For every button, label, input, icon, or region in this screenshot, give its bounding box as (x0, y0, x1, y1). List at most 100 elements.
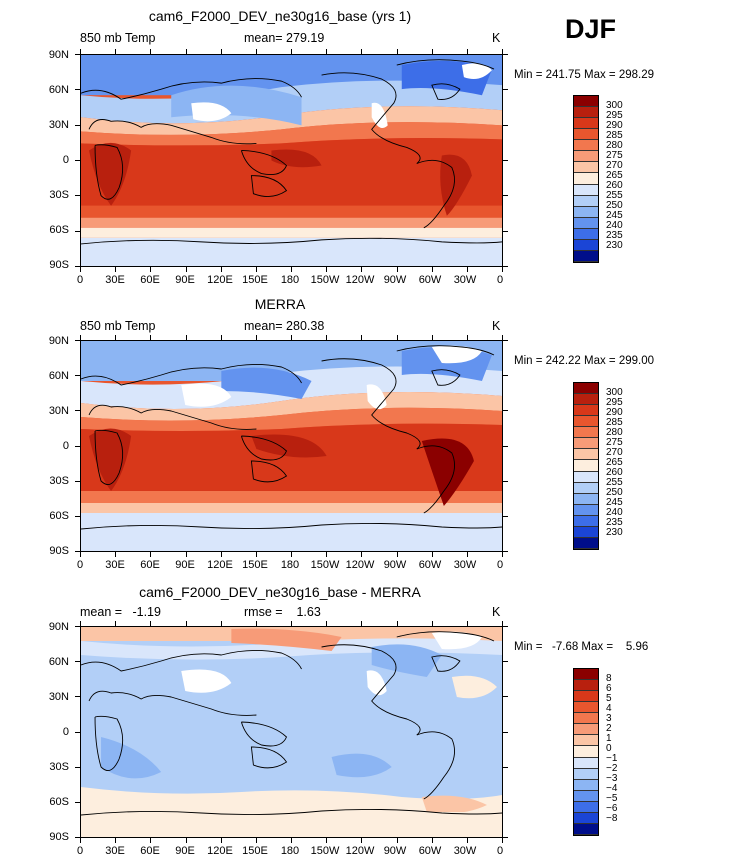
axis-tick (255, 335, 257, 340)
axis-tick (291, 552, 292, 557)
mean-label: mean = -1.19 (80, 605, 161, 619)
colorbar-box (574, 735, 598, 747)
colorbar-label: −4 (606, 783, 618, 794)
lat-tick-label: 0 (62, 154, 69, 166)
axis-tick (150, 335, 152, 340)
colorbar-box (574, 537, 598, 549)
axis-tick (80, 49, 81, 54)
colorbar-label: −8 (606, 813, 618, 824)
axis-tick (150, 621, 152, 626)
variable-label: 850 mb Temp (80, 31, 156, 45)
colorbar-box (574, 151, 598, 163)
axis-tick (220, 838, 222, 843)
colorbar-label: 245 (606, 497, 623, 508)
lon-tick-label: 60W (418, 559, 442, 571)
axis-tick (220, 552, 222, 557)
temperature-map (80, 54, 503, 267)
lon-tick-label: 60W (418, 274, 442, 286)
axis-tick (396, 49, 398, 54)
lon-tick-label: 30E (105, 845, 125, 857)
axis-tick (361, 49, 363, 54)
colorbar-label: 280 (606, 140, 623, 151)
axis-tick (326, 621, 328, 626)
axis-tick (503, 266, 508, 267)
colorbar-box (574, 394, 598, 406)
colorbar-box (574, 383, 598, 395)
colorbar-label: 275 (606, 150, 623, 161)
lon-tick-label: 90E (175, 559, 195, 571)
colorbar-label: 250 (606, 200, 623, 211)
axis-tick (255, 49, 257, 54)
colorbar-box (574, 515, 598, 527)
colorbar-label: 245 (606, 210, 623, 221)
lon-tick-label: 0 (496, 845, 504, 857)
axis-tick (115, 335, 117, 340)
colorbar-label: 240 (606, 507, 623, 518)
axis-tick (502, 552, 503, 557)
colorbar-box (574, 107, 598, 119)
colorbar-box (574, 129, 598, 141)
axis-tick (502, 335, 503, 340)
axis-tick (326, 838, 328, 843)
lat-tick-label: 30N (48, 691, 69, 703)
colorbar-label: 270 (606, 160, 623, 171)
axis-tick (326, 49, 328, 54)
colorbar-box (574, 669, 598, 681)
lat-tick-label: 60N (48, 84, 69, 96)
axis-tick (503, 410, 508, 412)
axis-tick (75, 266, 80, 267)
axis-tick (291, 335, 292, 340)
lon-tick-label: 60E (140, 274, 160, 286)
colorbar-box (574, 801, 598, 813)
axis-tick (431, 267, 433, 272)
lon-tick-label: 150W (310, 845, 340, 857)
axis-tick (80, 335, 81, 340)
axis-tick (502, 838, 503, 843)
lon-tick-label: 0 (76, 274, 84, 286)
lon-tick-label: 0 (76, 845, 84, 857)
axis-tick (503, 551, 508, 552)
colorbar-label: 0 (606, 743, 612, 754)
axis-tick (75, 766, 80, 768)
axis-tick (75, 551, 80, 552)
axis-tick (361, 267, 363, 272)
axis-tick (75, 160, 80, 161)
colorbar-label: 260 (606, 180, 623, 191)
lat-tick-label: 90S (49, 259, 69, 271)
colorbar-box (574, 427, 598, 439)
units-label: K (492, 319, 501, 333)
axis-tick (361, 335, 363, 340)
colorbar-box (574, 790, 598, 802)
axis-tick (115, 552, 117, 557)
mean-label: mean= 279.19 (244, 31, 325, 45)
axis-tick (396, 552, 398, 557)
colorbar-label: 6 (606, 683, 612, 694)
axis-tick (75, 480, 80, 482)
colorbar-box (574, 184, 598, 196)
axis-tick (75, 445, 80, 447)
axis-tick (503, 731, 508, 733)
colorbar-box (574, 724, 598, 736)
axis-tick (80, 267, 81, 272)
colorbar-label: −6 (606, 803, 618, 814)
colorbar-box (574, 746, 598, 758)
colorbar-label: 255 (606, 190, 623, 201)
colorbar-boxes (573, 668, 599, 836)
lat-tick-label: 90S (49, 831, 69, 843)
mean-label: mean= 280.38 (244, 319, 325, 333)
colorbar-box (574, 460, 598, 472)
colorbar-label: 4 (606, 703, 612, 714)
colorbar-label: 295 (606, 397, 623, 408)
axis-tick (503, 445, 508, 447)
axis-tick (185, 621, 187, 626)
axis-tick (503, 661, 508, 663)
axis-tick (503, 160, 508, 161)
panel-title: cam6_F2000_DEV_ne30g16_base (yrs 1) (148, 8, 412, 24)
axis-tick (466, 49, 468, 54)
axis-tick (503, 801, 508, 803)
axis-tick (75, 837, 80, 838)
colorbar-label: −2 (606, 763, 618, 774)
axis-tick (255, 552, 257, 557)
lat-tick-label: 0 (62, 726, 69, 738)
axis-tick (185, 49, 187, 54)
